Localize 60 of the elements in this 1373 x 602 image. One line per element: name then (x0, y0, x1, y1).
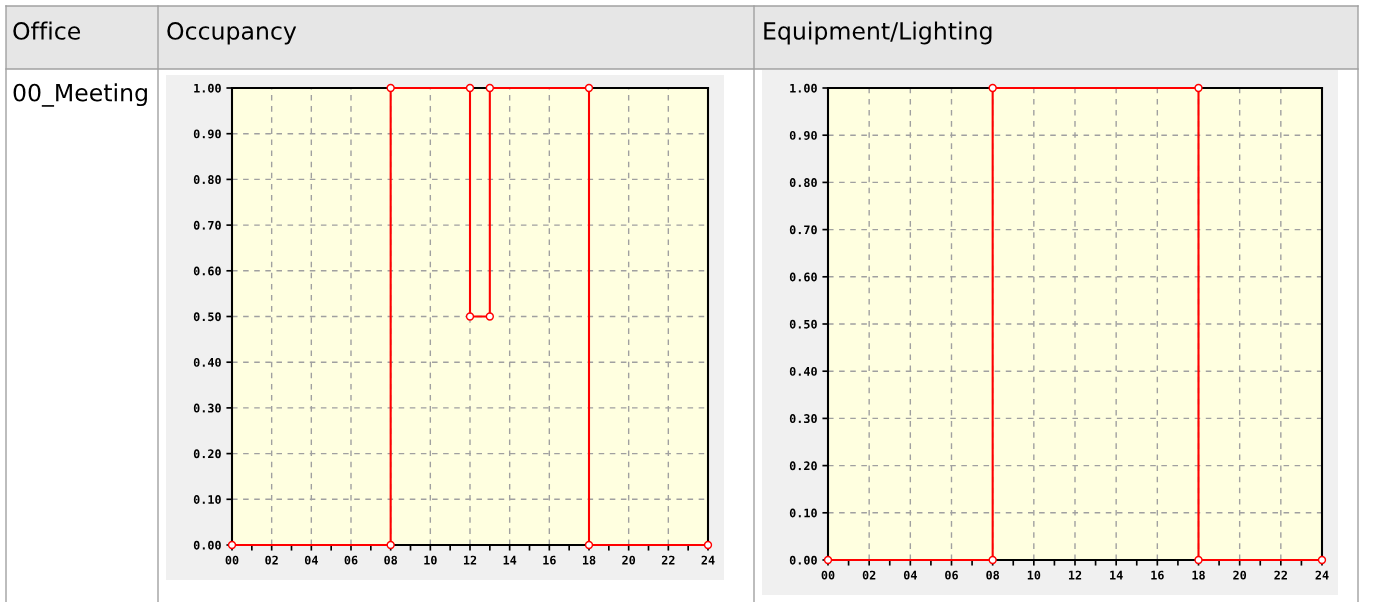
x-tick-label: 20 (1233, 570, 1247, 580)
point (584, 83, 594, 93)
y-tick-label: 0.20 (193, 449, 221, 459)
x-tick-label: 06 (945, 570, 958, 580)
x-tick-label: 08 (384, 555, 398, 565)
y-tick-label: 0.60 (789, 272, 817, 282)
y-tick-label: 0.90 (193, 129, 221, 139)
x-tick-label: 22 (1274, 570, 1287, 580)
x-tick-label: 18 (1192, 570, 1205, 580)
y-tick-label: 0.70 (193, 220, 221, 230)
y-tick-label: 0.10 (789, 508, 817, 518)
y-tick-label: 0.40 (193, 357, 221, 367)
x-tick-label: 18 (582, 555, 596, 565)
text: 00_Meeting (13, 83, 147, 107)
y-tick-label: 0.30 (789, 414, 817, 424)
point (465, 312, 475, 321)
point (485, 83, 495, 93)
y-tick-label: 0.50 (789, 319, 817, 329)
x-tick-label: 20 (622, 555, 636, 565)
x-tick-label: 10 (1027, 570, 1041, 580)
x-tick-label: 08 (986, 570, 1000, 580)
x-tick-label: 12 (1068, 570, 1082, 580)
point (386, 83, 395, 93)
y-tick-label: 0.40 (789, 366, 817, 376)
point (485, 312, 495, 321)
chart-title: Equipment/Lighting (764, 21, 992, 45)
x-tick-label: 12 (463, 555, 477, 565)
y-tick-label: 0.30 (193, 403, 221, 413)
x-tick-label: 14 (1110, 570, 1123, 580)
point (386, 540, 395, 550)
y-tick-label: 1.00 (194, 83, 221, 93)
text: Office (13, 21, 81, 40)
point (465, 83, 475, 93)
y-tick-label: 0.00 (193, 540, 221, 550)
x-tick-label: 16 (1151, 570, 1164, 580)
x-tick-label: 00 (821, 570, 835, 580)
x-tick-label: 10 (424, 555, 437, 565)
x-tick-label: 02 (265, 555, 278, 565)
x-tick-label: 22 (661, 555, 675, 565)
y-tick-label: 0.10 (193, 495, 221, 504)
y-tick-label: 0.90 (789, 130, 817, 140)
y-tick-label: 0.00 (789, 555, 817, 565)
x-tick-label: 04 (903, 570, 917, 580)
x-tick-label: 02 (862, 570, 876, 580)
x-tick-label: 24 (1315, 570, 1329, 580)
x-tick-label: 04 (304, 555, 318, 565)
x-tick-label: 00 (225, 555, 239, 565)
y-tick-label: 0.80 (789, 178, 817, 188)
y-tick-label: 0.80 (193, 175, 221, 185)
x-tick-label: 14 (503, 555, 517, 565)
y-tick-label: 1.00 (790, 83, 817, 93)
y-tick-label: 0.70 (789, 225, 817, 235)
x-tick-label: 24 (701, 555, 715, 565)
y-tick-label: 0.60 (193, 266, 221, 276)
point (584, 540, 594, 550)
y-tick-label: 0.50 (193, 312, 221, 322)
x-tick-label: 06 (344, 555, 358, 565)
y-tick-label: 0.20 (789, 461, 817, 471)
chart-title: Occupancy (167, 21, 297, 45)
x-tick-label: 16 (543, 555, 556, 565)
